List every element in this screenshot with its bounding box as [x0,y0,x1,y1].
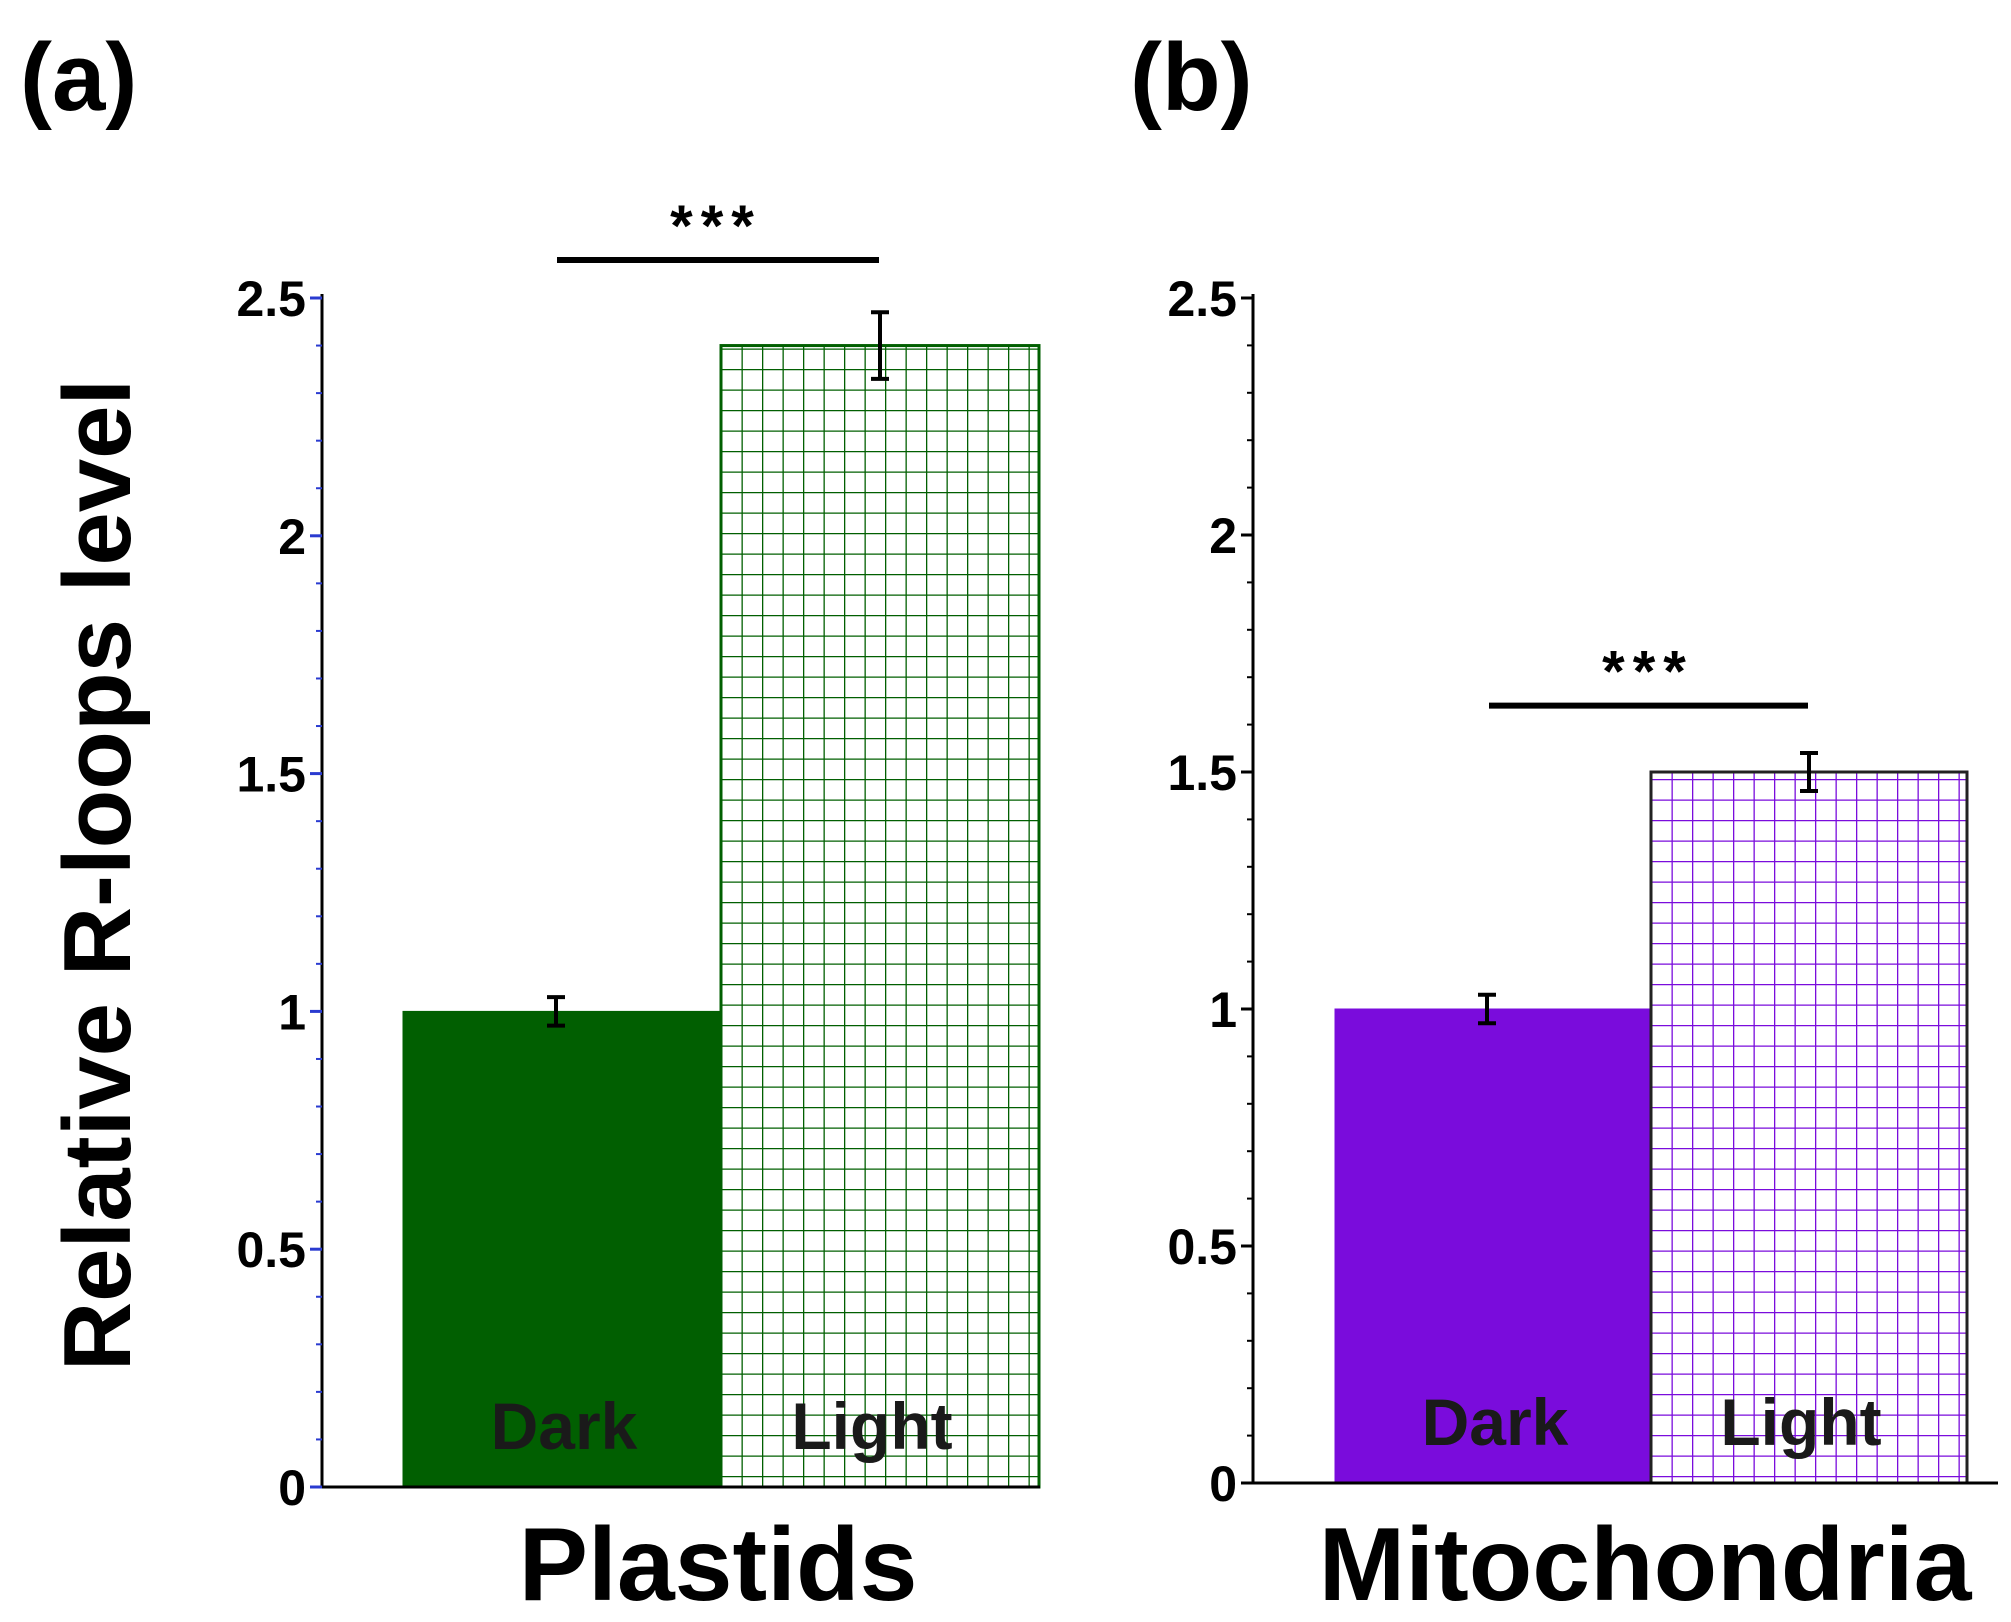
bar-light [1649,770,1969,1485]
bar-label-light: Light [1720,1385,1881,1459]
panel-a-plot: Dark Light 0 0.5 1 1.5 2 2.5 *** [236,194,1041,1516]
y-axis-label: Relative R-loops level [44,379,151,1371]
y-tick-label: 1.5 [1167,745,1237,801]
error-bar-light [1800,751,1818,793]
y-tick-label: 2 [1209,508,1237,564]
error-bar-dark [1478,992,1496,1026]
y-tick-label: 0.5 [236,1222,306,1278]
y-tick-label: 0 [278,1460,306,1516]
y-tick-label: 2 [278,509,306,565]
y-tick-label: 0 [1209,1456,1237,1512]
error-bar-dark [547,995,565,1028]
y-tick-label: 1 [1209,982,1237,1038]
bar-label-dark: Dark [1422,1385,1569,1459]
bar-dark [402,1010,722,1488]
panel-b: (b) Dark Light 0 0.5 1 1.5 2 2.5 *** Mitochondri… [1130,24,1998,1622]
bar-light [719,344,1041,1489]
y-tick-label: 0.5 [1167,1219,1237,1275]
y-tick-label: 1 [278,984,306,1040]
error-bar-light [871,310,889,381]
panel-b-plot: Dark Light 0 0.5 1 1.5 2 2.5 *** [1167,271,1998,1512]
panel-b-label: (b) [1130,24,1253,131]
significance-label: *** [670,194,762,259]
panel-a: (a) Dark Light 0 0.5 1 1.5 2 2.5 *** Plastids [20,24,1041,1622]
y-tick-label: 2.5 [1167,271,1237,327]
panel-b-x-axis-label: Mitochondria [1319,1507,1973,1622]
panel-a-x-axis-label: Plastids [519,1507,918,1622]
panel-a-label: (a) [20,24,137,131]
y-tick-label: 2.5 [236,271,306,327]
bar-label-dark: Dark [491,1389,638,1463]
significance-label: *** [1602,640,1694,705]
bar-dark [1334,1008,1652,1484]
y-tick-label: 1.5 [236,747,306,803]
bar-label-light: Light [791,1389,952,1463]
